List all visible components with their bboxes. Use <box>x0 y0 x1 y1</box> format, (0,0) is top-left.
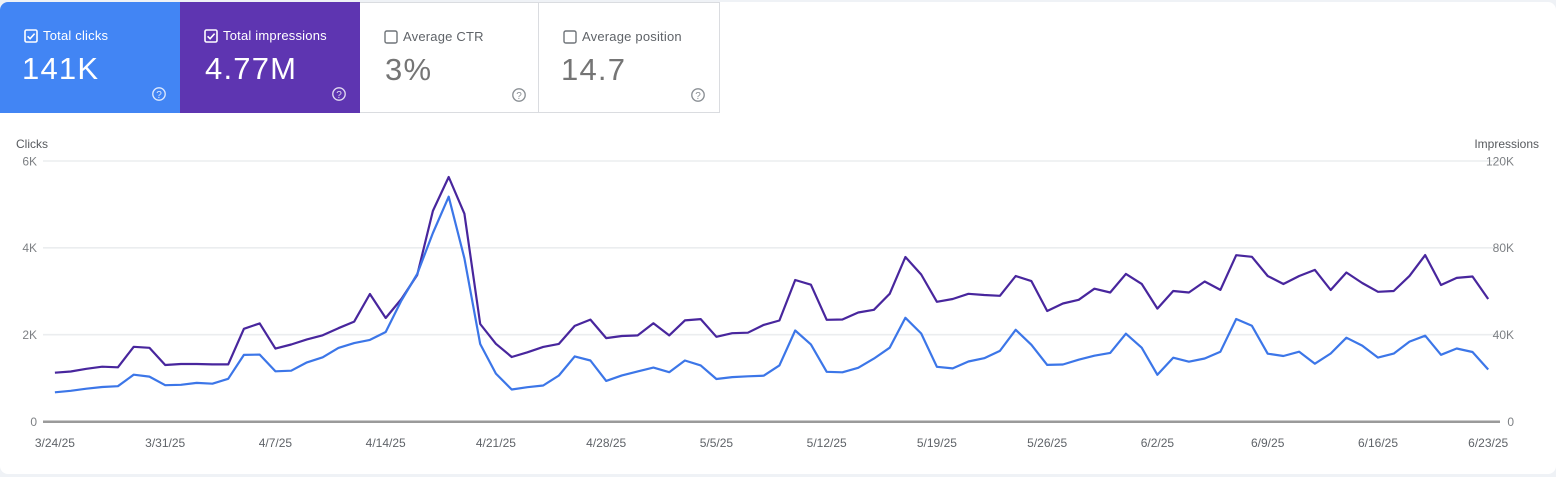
svg-text:6K: 6K <box>22 154 37 168</box>
svg-text:80K: 80K <box>1493 241 1514 255</box>
svg-text:6/16/25: 6/16/25 <box>1358 436 1398 450</box>
svg-text:2K: 2K <box>22 328 37 342</box>
svg-text:6/9/25: 6/9/25 <box>1251 436 1285 450</box>
svg-text:4/21/25: 4/21/25 <box>476 436 516 450</box>
svg-text:?: ? <box>156 90 162 101</box>
svg-text:Impressions: Impressions <box>1474 137 1539 151</box>
svg-text:5/12/25: 5/12/25 <box>807 436 847 450</box>
svg-text:120K: 120K <box>1486 154 1514 168</box>
svg-text:40K: 40K <box>1493 328 1514 342</box>
svg-text:3/24/25: 3/24/25 <box>35 436 75 450</box>
svg-text:6/23/25: 6/23/25 <box>1468 436 1508 450</box>
svg-text:4/7/25: 4/7/25 <box>259 436 293 450</box>
svg-text:?: ? <box>516 91 522 102</box>
svg-text:5/5/25: 5/5/25 <box>700 436 734 450</box>
svg-text:5/26/25: 5/26/25 <box>1027 436 1067 450</box>
svg-text:4/28/25: 4/28/25 <box>586 436 626 450</box>
svg-text:3/31/25: 3/31/25 <box>145 436 185 450</box>
svg-text:4/14/25: 4/14/25 <box>366 436 406 450</box>
svg-text:6/2/25: 6/2/25 <box>1141 436 1175 450</box>
svg-text:0: 0 <box>30 415 37 429</box>
svg-text:?: ? <box>695 91 701 102</box>
svg-text:5/19/25: 5/19/25 <box>917 436 957 450</box>
svg-text:0: 0 <box>1507 415 1514 429</box>
svg-text:Clicks: Clicks <box>16 137 48 151</box>
svg-text:?: ? <box>336 90 342 101</box>
svg-text:4K: 4K <box>22 241 37 255</box>
